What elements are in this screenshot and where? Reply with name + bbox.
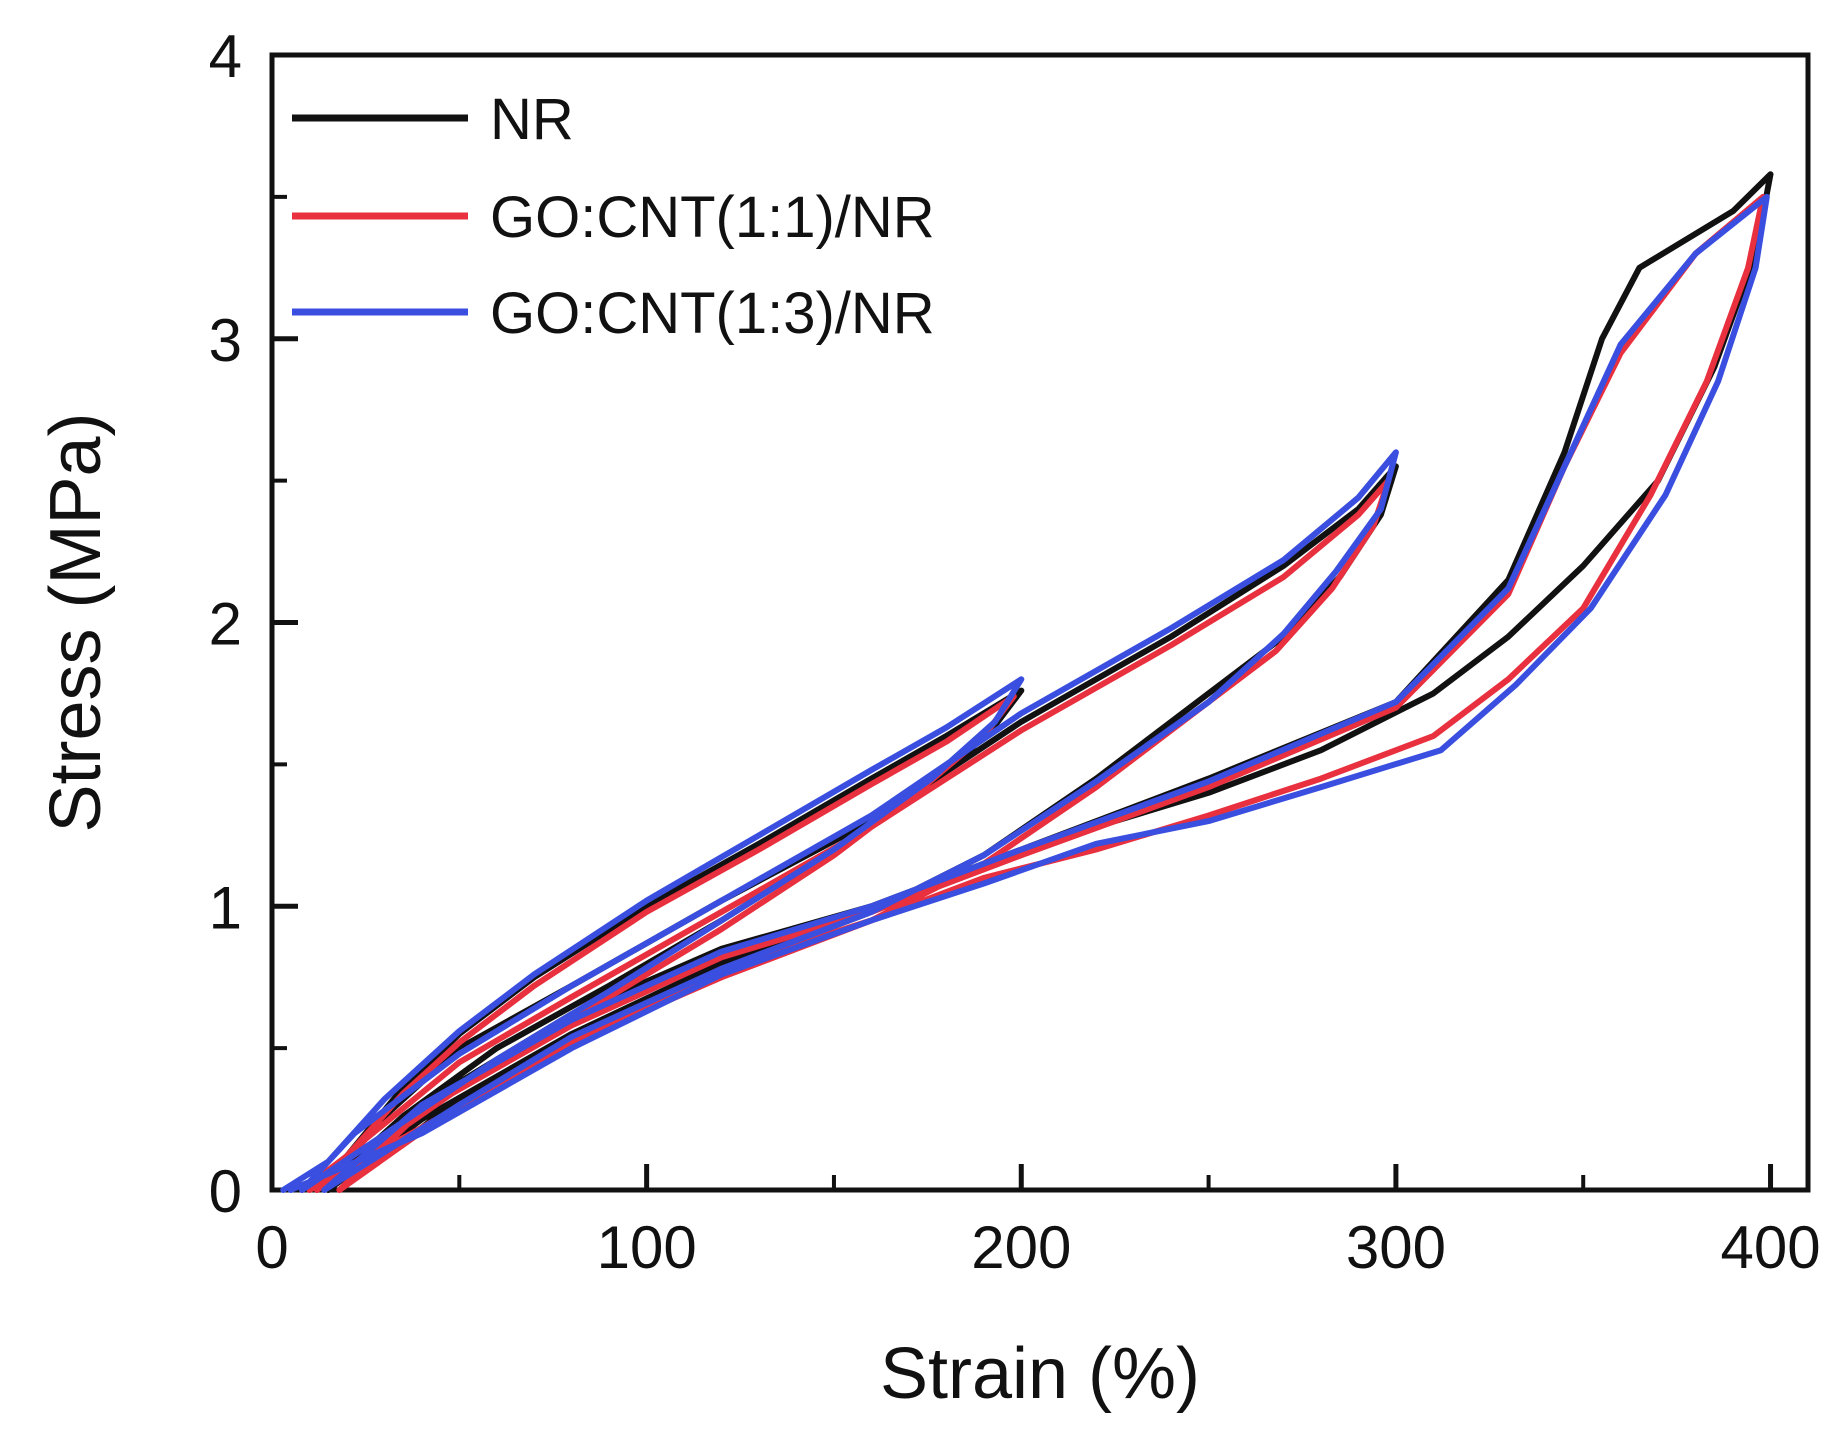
y-tick-label: 2 [209,591,242,658]
series-line-2 [280,193,1770,1193]
legend-label: GO:CNT(1:1)/NR [490,185,935,250]
x-tick-label: 400 [1720,1214,1820,1281]
y-tick-label: 4 [209,23,242,90]
x-axis-title: Strain (%) [880,1334,1200,1414]
x-tick-label: 300 [1346,1214,1446,1281]
x-tick-label: 200 [971,1214,1071,1281]
x-tick-label: 100 [597,1214,697,1281]
legend: NR GO:CNT(1:1)/NR GO:CNT(1:3)/NR [292,87,935,346]
y-tick-label: 3 [209,307,242,374]
y-tick-label: 0 [209,1158,242,1225]
y-axis-title: Stress (MPa) [36,412,116,832]
y-tick-label: 1 [209,874,242,941]
x-tick-label: 0 [255,1214,288,1281]
axis-ticks: 0 100 200 300 400 0 1 2 3 4 [209,23,1821,1281]
legend-label: NR [490,87,574,152]
legend-label: GO:CNT(1:3)/NR [490,281,935,346]
series-layer [280,171,1774,1193]
